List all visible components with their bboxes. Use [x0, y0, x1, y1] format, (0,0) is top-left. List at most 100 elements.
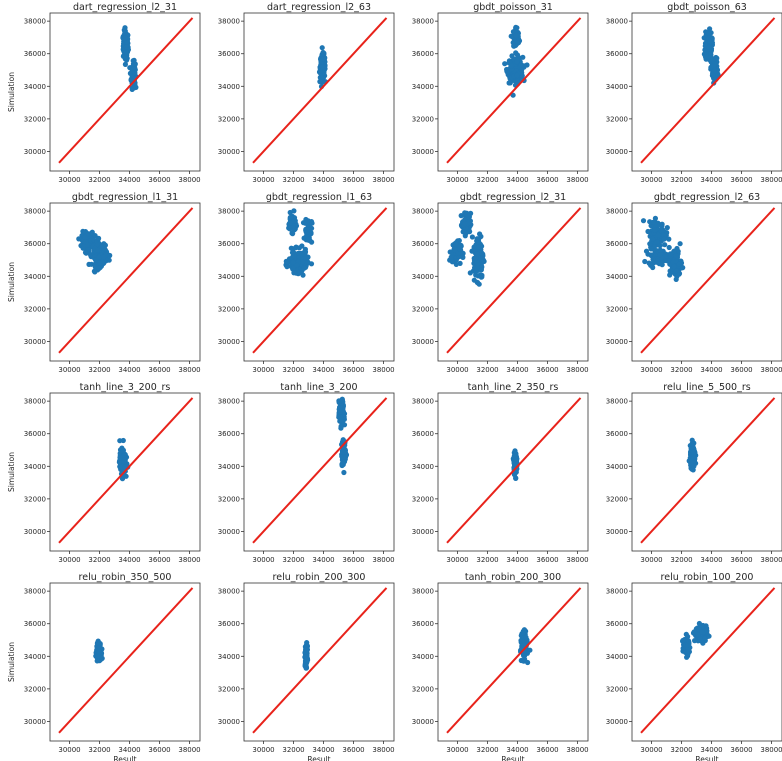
scatter-point: [677, 241, 683, 247]
y-tick-label: 30000: [218, 528, 240, 536]
subplot-9: tanh_line_3_200_rs 30000 32000 34000 36000 38…: [7, 382, 201, 564]
scatter-point: [652, 247, 659, 253]
scatter-point: [519, 638, 526, 644]
x-tick-label: 32000: [88, 746, 110, 754]
scatter-series: [518, 627, 533, 666]
scatter-point: [706, 633, 712, 639]
subplot-15: tanh_robin_200_300 30000 32000 34000 36000 38…: [412, 572, 589, 761]
scatter-point: [689, 441, 695, 447]
scatter-point: [519, 67, 525, 73]
x-tick-label: 38000: [372, 556, 394, 564]
y-tick-label: 32000: [412, 305, 434, 313]
y-tick-label: 36000: [412, 430, 434, 438]
scatter-series: [120, 25, 139, 92]
x-tick-label: 32000: [282, 746, 304, 754]
y-tick-label: 34000: [412, 83, 434, 91]
subplot-5: gbdt_regression_l1_31 30000 32000 34000 3600…: [7, 192, 201, 374]
scatter-point: [477, 231, 483, 237]
y-tick-label: 34000: [412, 273, 434, 281]
subplot-title: gbdt_regression_l1_63: [266, 192, 372, 203]
axes-frame: [243, 202, 395, 362]
scatter-point: [650, 236, 656, 242]
scatter-point: [652, 215, 659, 221]
y-tick-label: 34000: [412, 463, 434, 471]
scatter-point: [654, 239, 660, 245]
scatter-series: [701, 26, 721, 86]
scatter-point: [673, 253, 679, 259]
scatter-point: [96, 649, 102, 655]
scatter-point: [300, 259, 306, 265]
y-tick-label: 34000: [606, 273, 628, 281]
y-tick-label: 36000: [412, 620, 434, 628]
scatter-point: [132, 70, 138, 76]
scatter-point: [97, 260, 103, 266]
scatter-series: [686, 437, 699, 473]
subplot-title: gbdt_regression_l2_31: [460, 192, 566, 203]
y-tick-label: 38000: [606, 208, 628, 216]
scatter-point: [337, 405, 343, 411]
scatter-point: [685, 653, 691, 659]
scatter-point: [457, 246, 463, 252]
scatter-point: [476, 281, 482, 287]
scatter-point: [338, 424, 344, 430]
x-tick-label: 30000: [640, 746, 662, 754]
scatter-point: [320, 49, 326, 56]
axes-frame: [631, 392, 782, 552]
scatter-point: [453, 241, 459, 247]
scatter-point: [291, 208, 297, 214]
scatter-point: [96, 235, 102, 241]
scatter-point: [92, 233, 98, 239]
scatter-point: [675, 248, 681, 254]
scatter-point: [123, 55, 129, 61]
scatter-point: [448, 254, 454, 260]
x-tick-label: 32000: [282, 366, 304, 374]
scatter-point: [673, 267, 679, 273]
scatter-point: [666, 236, 672, 242]
x-tick-label: 36000: [730, 366, 752, 374]
y-tick-label: 34000: [24, 273, 46, 281]
subplot-title: gbdt_poisson_31: [473, 2, 553, 13]
scatter-series: [283, 208, 315, 278]
scatter-point: [471, 277, 477, 283]
y-tick-label: 34000: [24, 653, 46, 661]
scatter-point: [706, 44, 712, 51]
scatter-point: [293, 245, 299, 251]
scatter-point: [514, 59, 520, 65]
identity-line: [640, 587, 776, 734]
y-tick-label: 38000: [412, 18, 434, 26]
scatter-point: [690, 455, 697, 461]
scatter-point: [82, 249, 89, 256]
scatter-point: [646, 260, 652, 266]
scatter-point: [504, 69, 511, 75]
x-tick-label: 36000: [148, 366, 170, 374]
scatter-point: [303, 647, 309, 653]
y-tick-label: 38000: [24, 398, 46, 406]
x-tick-label: 38000: [566, 556, 588, 564]
scatter-point: [690, 459, 696, 465]
scatter-point: [515, 78, 521, 84]
scatter-series: [302, 640, 311, 671]
scatter-series: [640, 215, 686, 282]
scatter-point: [291, 218, 297, 224]
scatter-point: [514, 25, 520, 31]
y-tick-label: 38000: [218, 588, 240, 596]
y-tick-label: 38000: [24, 588, 46, 596]
x-tick-label: 34000: [312, 556, 334, 564]
x-tick-label: 34000: [118, 176, 140, 184]
scatter-point: [117, 454, 123, 461]
x-tick-label: 34000: [312, 746, 334, 754]
subplot-title: tanh_robin_200_300: [465, 572, 561, 583]
scatter-point: [92, 269, 98, 275]
subplot-11: tanh_line_2_350_rs 30000 32000 34000 36000 38…: [412, 382, 589, 564]
y-tick-label: 38000: [606, 398, 628, 406]
scatter-point: [520, 54, 526, 60]
subplot-title: gbdt_regression_l2_63: [654, 192, 760, 203]
x-tick-label: 38000: [178, 556, 200, 564]
scatter-point: [678, 260, 685, 266]
scatter-point: [300, 272, 306, 278]
scatter-series: [502, 24, 530, 98]
identity-line: [58, 587, 194, 734]
identity-line: [640, 17, 776, 164]
y-tick-label: 32000: [24, 115, 46, 123]
subplot-1: dart_regression_l2_31 30000 32000 34000 3600…: [7, 2, 201, 184]
